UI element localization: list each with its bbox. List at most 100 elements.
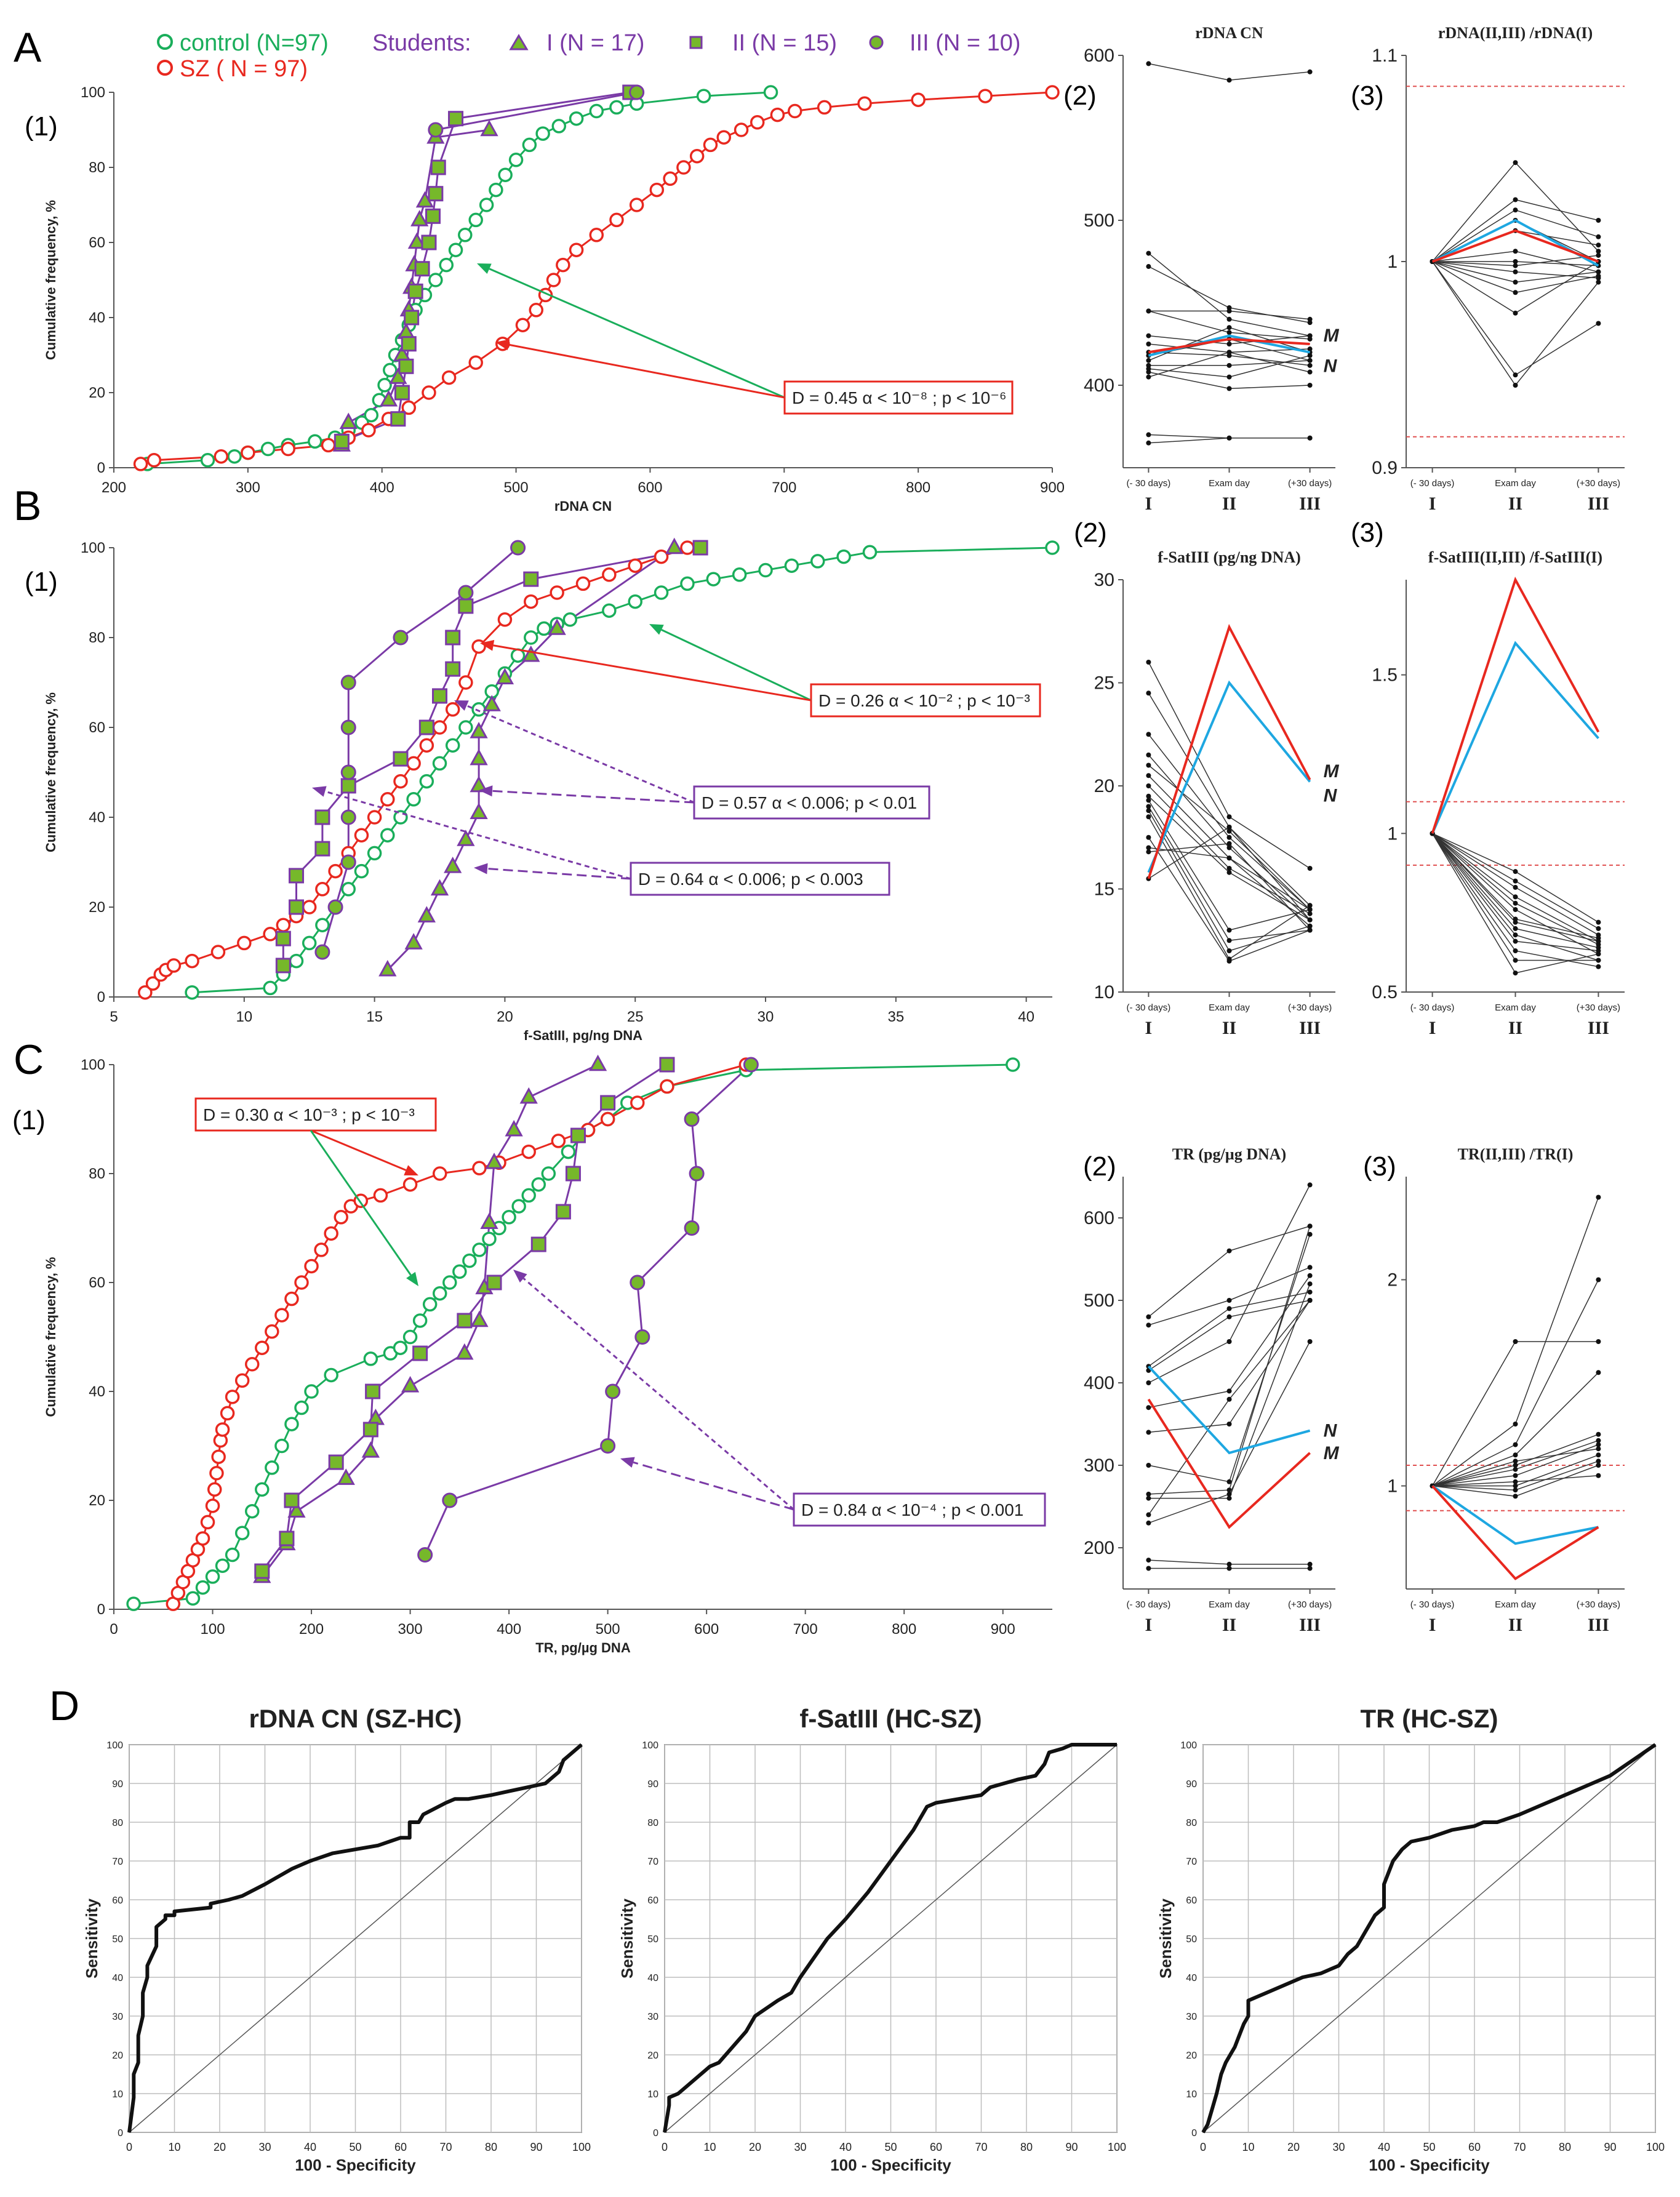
legend-g1-marker bbox=[509, 34, 529, 50]
individual-point bbox=[1146, 1512, 1151, 1518]
x-tick-label: 40 bbox=[304, 2141, 316, 2153]
individual-point bbox=[1513, 926, 1518, 931]
x-tick-label: 600 bbox=[638, 479, 662, 496]
control-point bbox=[432, 756, 447, 771]
students-group-2-point bbox=[555, 1204, 571, 1220]
x-tick-label: 200 bbox=[299, 1621, 324, 1638]
control-point bbox=[448, 242, 463, 257]
x-tick-label: 800 bbox=[906, 479, 930, 496]
x-tick-label: 300 bbox=[398, 1621, 423, 1638]
sz-point bbox=[546, 273, 561, 287]
x-tick-label: 30 bbox=[258, 2141, 271, 2153]
y-tick-label: 10 bbox=[1094, 982, 1114, 1002]
individual-point bbox=[1596, 234, 1601, 239]
individual-point bbox=[1146, 762, 1151, 768]
x-tick-label: 90 bbox=[1604, 2141, 1616, 2153]
individual-point bbox=[1513, 900, 1518, 906]
y-tick-label: 0 bbox=[1191, 2128, 1197, 2139]
students-group-2-point bbox=[398, 358, 414, 374]
control-point bbox=[205, 1569, 220, 1584]
chart-b3-fsat-ratio: 0.5 1 1.5 f-SatIII(II,III) /f-SatIII(I) (- 3… bbox=[1372, 548, 1625, 1038]
control-point bbox=[551, 119, 567, 134]
sz-point bbox=[676, 160, 691, 175]
sz-point bbox=[133, 457, 148, 471]
individual-point bbox=[1307, 907, 1313, 912]
x-tick-label: 30 bbox=[758, 1009, 774, 1025]
students-group-2-point bbox=[284, 1492, 300, 1508]
sz-point bbox=[445, 702, 460, 717]
individual-point bbox=[1226, 362, 1232, 368]
individual-point bbox=[1226, 1561, 1232, 1567]
y-tick-label: 600 bbox=[1084, 46, 1114, 66]
control-point bbox=[471, 702, 486, 717]
sz-point bbox=[468, 355, 483, 370]
individual-point bbox=[1307, 917, 1313, 922]
sz-point bbox=[497, 612, 513, 627]
y-axis-label: Cumulative frequency, % bbox=[43, 692, 58, 852]
control-point bbox=[393, 1340, 408, 1355]
control-point bbox=[393, 810, 408, 825]
students-group-2-point bbox=[445, 661, 461, 677]
sz-point bbox=[393, 774, 408, 789]
control-point bbox=[1006, 1057, 1020, 1072]
sz-point bbox=[589, 228, 604, 242]
sz-point bbox=[334, 1210, 348, 1225]
x-tick-label: 10 bbox=[236, 1009, 252, 1025]
x-tick-sublabel: (- 30 days) bbox=[1127, 1002, 1171, 1013]
y-tick-label: 20 bbox=[112, 2051, 123, 2061]
students-group-3-point bbox=[340, 674, 356, 690]
individual-point bbox=[1596, 958, 1601, 963]
students-group-2-point bbox=[445, 630, 461, 646]
chart-title: TR (pg/µg DNA) bbox=[1172, 1145, 1286, 1163]
x-tick-label: 50 bbox=[1423, 2141, 1435, 2153]
x-tick-label: 25 bbox=[627, 1009, 644, 1025]
students-group-1-point bbox=[339, 412, 358, 430]
control-point bbox=[479, 198, 494, 212]
y-tick-label: 300 bbox=[1084, 1455, 1114, 1476]
students-group-3-point bbox=[684, 1111, 700, 1127]
x-tick-sublabel: (+30 days) bbox=[1577, 478, 1620, 489]
students-group-2-point bbox=[289, 899, 305, 915]
individual-point bbox=[1513, 869, 1518, 874]
students-group-1-point bbox=[379, 390, 398, 407]
chart-d3-roc-tr: 0 10 20 30 40 50 60 70 80 90 100 0 10 20 30 40 50 60 70 80 9… bbox=[1156, 1704, 1665, 2174]
control-point bbox=[562, 612, 578, 627]
control-point bbox=[419, 774, 434, 789]
x-tick-label: 0 bbox=[110, 1621, 118, 1638]
x-tick-label: 100 bbox=[1108, 2141, 1126, 2153]
diagonal-reference bbox=[1202, 1744, 1656, 2133]
individual-point bbox=[1513, 207, 1518, 213]
control-point bbox=[502, 1210, 516, 1225]
chart-b2-fsat-dynamics: 10 15 20 25 30 f-SatIII (pg/ng DNA) (- 30 days… bbox=[1094, 548, 1340, 1038]
panel-letter-a: A bbox=[14, 24, 42, 71]
x-tick-label: 0 bbox=[1200, 2141, 1206, 2153]
x-tick-sublabel: (+30 days) bbox=[1288, 1599, 1332, 1610]
panel-letter-c: C bbox=[14, 1036, 44, 1083]
students-group-2-point bbox=[428, 186, 444, 202]
control-point bbox=[422, 1297, 438, 1312]
annotation-arrow bbox=[661, 629, 812, 702]
individual-point bbox=[1596, 1442, 1601, 1447]
individual-point bbox=[1226, 938, 1232, 943]
students-group-2-point bbox=[570, 1127, 586, 1143]
stat-box bbox=[194, 1097, 437, 1132]
sz-point bbox=[200, 1515, 215, 1530]
sz-point bbox=[441, 370, 457, 385]
x-tick-label: II bbox=[1222, 1615, 1236, 1635]
y-tick-label: 30 bbox=[647, 2012, 658, 2022]
students-group-2-point bbox=[340, 778, 356, 794]
individual-point bbox=[1146, 250, 1151, 256]
students-group-2-point bbox=[407, 283, 423, 299]
y-tick-label: 40 bbox=[647, 1973, 658, 1983]
students-group-2-point bbox=[448, 111, 464, 127]
sz-point bbox=[750, 115, 765, 130]
individual-point bbox=[1596, 273, 1601, 279]
x-tick-label: II bbox=[1508, 494, 1522, 514]
chart-title: TR(II,III) /TR(I) bbox=[1458, 1145, 1574, 1163]
sz-point bbox=[978, 89, 993, 103]
y-tick-label: 80 bbox=[112, 1818, 123, 1828]
individual-point bbox=[1513, 279, 1518, 285]
y-tick-label: 100 bbox=[1180, 1740, 1197, 1751]
individual-point bbox=[1307, 353, 1313, 358]
sz-point bbox=[294, 1275, 309, 1290]
